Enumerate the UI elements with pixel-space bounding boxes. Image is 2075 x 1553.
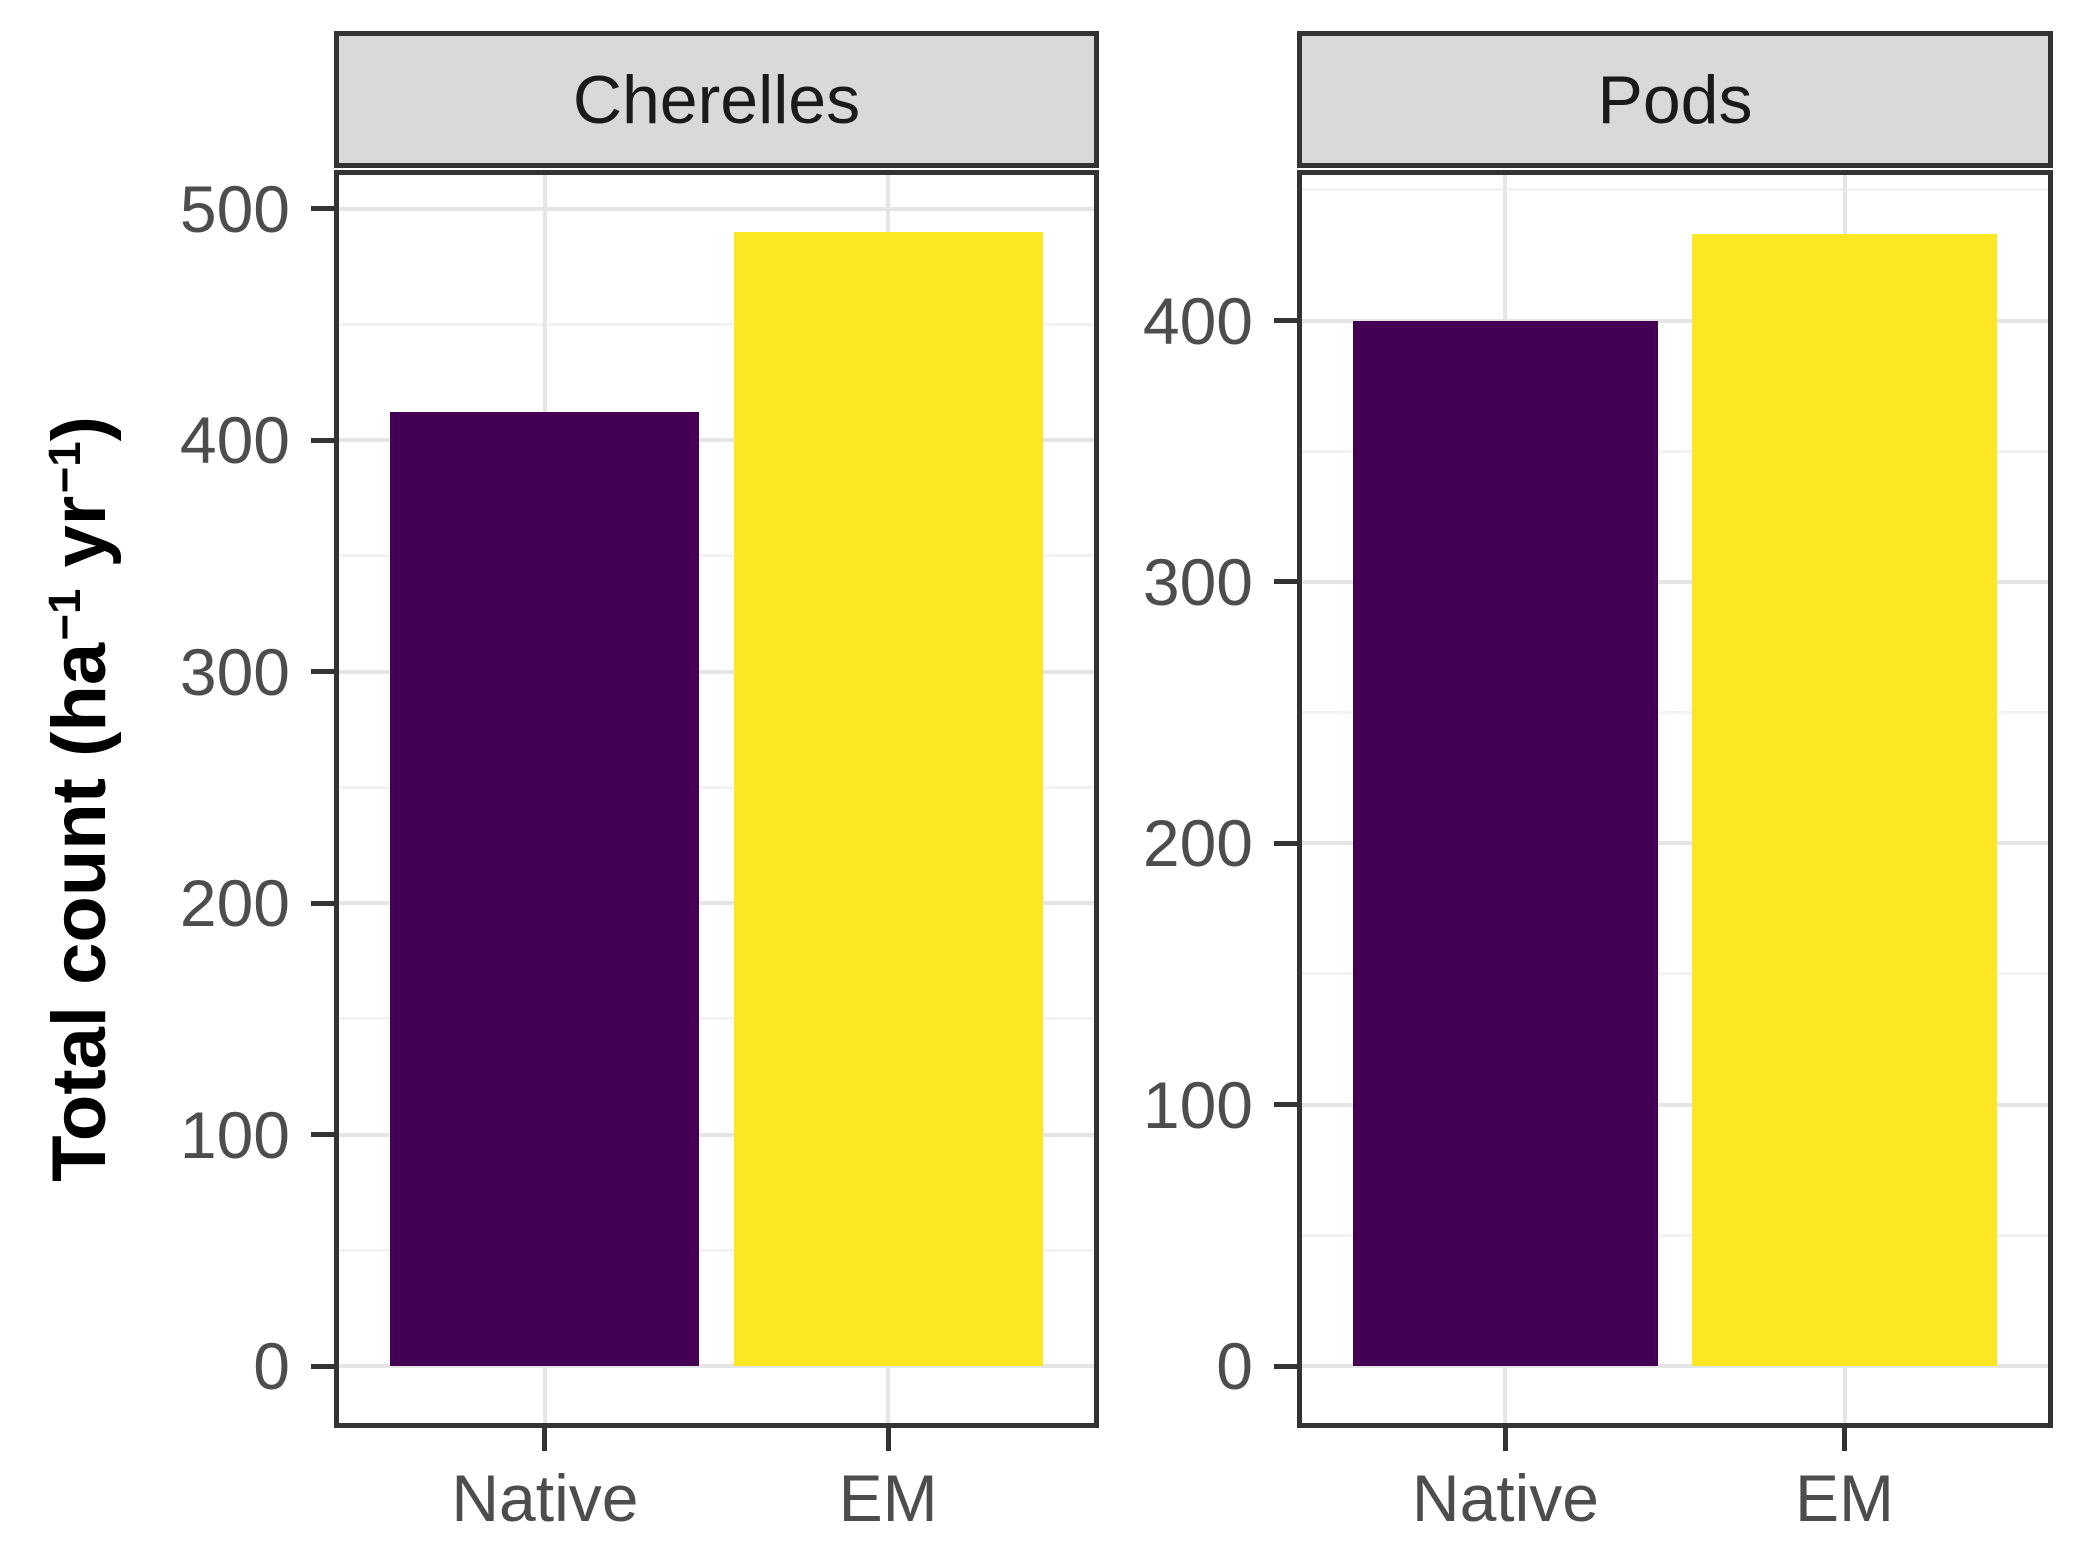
gridline-minor xyxy=(339,554,1094,558)
panel-cherelles xyxy=(334,170,1099,1428)
facet-strip-label-cherelles: Cherelles xyxy=(572,61,861,138)
y-tick-mark xyxy=(311,206,334,212)
y-tick-label: 200 xyxy=(179,866,290,941)
y-tick-label: 200 xyxy=(1142,806,1253,881)
gridline-minor xyxy=(1302,711,2048,715)
gridline-major xyxy=(339,206,1094,211)
y-tick-label: 100 xyxy=(1142,1067,1253,1142)
panel-pods xyxy=(1297,170,2053,1428)
y-tick-mark xyxy=(1274,840,1297,846)
x-tick-label-native: Native xyxy=(451,1461,639,1535)
gridline-minor xyxy=(1302,1233,2048,1237)
gridline-minor xyxy=(339,1017,1094,1021)
y-axis-title-superscript: −1 xyxy=(38,588,90,641)
y-tick-label: 0 xyxy=(1216,1329,1253,1404)
y-tick-label: 300 xyxy=(179,634,290,709)
y-tick-mark xyxy=(311,669,334,675)
facet-strip-cherelles: Cherelles xyxy=(334,31,1099,168)
x-tick-mark xyxy=(1842,1428,1848,1451)
y-tick-label: 100 xyxy=(179,1097,290,1172)
x-tick-mark xyxy=(1502,1428,1508,1451)
bar-em-cherelles xyxy=(733,231,1043,1367)
y-tick-label: 500 xyxy=(179,171,290,246)
x-tick-label-em: EM xyxy=(838,1461,938,1535)
y-axis-title: Total count (ha−1 yr−1) xyxy=(37,416,122,1182)
gridline-major xyxy=(1302,579,2048,584)
gridline-major xyxy=(339,1364,1094,1369)
bar-native-cherelles xyxy=(390,412,700,1367)
gridline-major xyxy=(339,438,1094,443)
gridline-major xyxy=(339,1132,1094,1137)
bar-native-pods xyxy=(1352,320,1659,1367)
y-tick-mark xyxy=(311,900,334,906)
gridline-minor xyxy=(1302,972,2048,976)
gridline-minor xyxy=(339,322,1094,326)
gridline-major xyxy=(1302,841,2048,846)
x-tick-mark xyxy=(542,1428,548,1451)
y-tick-mark xyxy=(1274,579,1297,585)
gridline-minor xyxy=(1302,449,2048,453)
facet-strip-label-pods: Pods xyxy=(1597,61,1753,138)
gridline-major xyxy=(339,901,1094,906)
y-tick-mark xyxy=(311,1132,334,1138)
gridline-major xyxy=(339,669,1094,674)
gridline-minor xyxy=(339,785,1094,789)
x-tick-label-native: Native xyxy=(1411,1461,1599,1535)
gridline-minor xyxy=(339,1249,1094,1252)
x-tick-mark xyxy=(885,1428,891,1451)
y-axis-title-text: yr xyxy=(37,495,122,589)
gridline-minor xyxy=(1302,188,2048,192)
x-tick-label-em: EM xyxy=(1795,1461,1895,1535)
y-tick-mark xyxy=(1274,1102,1297,1108)
y-tick-label: 400 xyxy=(1142,283,1253,358)
y-tick-mark xyxy=(1274,318,1297,324)
y-tick-label: 0 xyxy=(253,1329,290,1404)
gridline-major xyxy=(1302,1364,2048,1369)
y-tick-label: 400 xyxy=(179,403,290,478)
bar-em-pods xyxy=(1691,234,1998,1367)
facet-strip-pods: Pods xyxy=(1297,31,2053,168)
y-tick-mark xyxy=(311,437,334,443)
y-tick-mark xyxy=(311,1363,334,1369)
y-tick-label: 300 xyxy=(1142,544,1253,619)
gridline-major xyxy=(1302,318,2048,323)
gridline-major xyxy=(1302,1102,2048,1107)
y-tick-mark xyxy=(1274,1363,1297,1369)
